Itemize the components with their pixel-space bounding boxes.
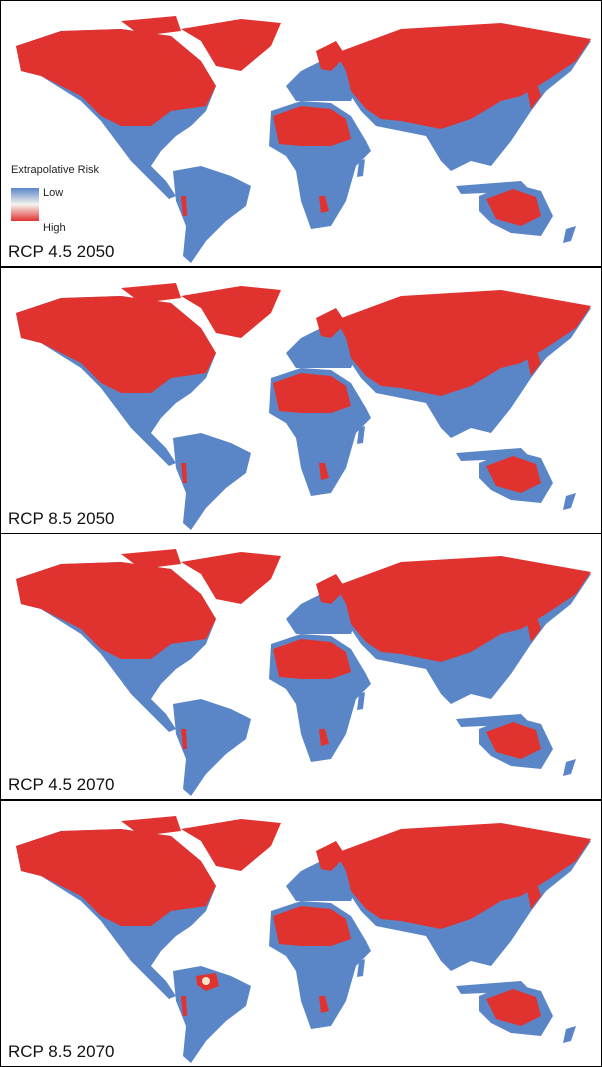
panel-label: RCP 8.5 2050 xyxy=(8,509,114,528)
world-map xyxy=(16,16,591,263)
legend-low: Low xyxy=(43,187,63,199)
world-map xyxy=(16,549,591,796)
world-map xyxy=(16,816,591,1063)
risk-patch xyxy=(202,977,210,985)
map-panel: RCP 4.5 2070 xyxy=(0,533,602,800)
map: Extrapolative Risk Low High RCP 4.5 2050 xyxy=(8,16,591,263)
world-map xyxy=(16,283,591,530)
panel-label: RCP 4.5 2070 xyxy=(8,775,114,794)
panel-label: RCP 8.5 2070 xyxy=(8,1042,114,1061)
legend-high: High xyxy=(43,222,66,234)
map-panel: Extrapolative Risk Low High RCP 4.5 2050 xyxy=(0,0,602,267)
legend-gradient xyxy=(11,188,39,221)
map-panel: RCP 8.5 2050 xyxy=(0,267,602,534)
map: RCP 8.5 2070 xyxy=(8,816,591,1063)
map-panel: RCP 8.5 2070 xyxy=(0,800,602,1067)
legend-title: Extrapolative Risk xyxy=(11,164,100,176)
panel-label: RCP 4.5 2050 xyxy=(8,242,114,261)
map: RCP 8.5 2050 xyxy=(8,283,591,530)
map: RCP 4.5 2070 xyxy=(8,549,591,796)
